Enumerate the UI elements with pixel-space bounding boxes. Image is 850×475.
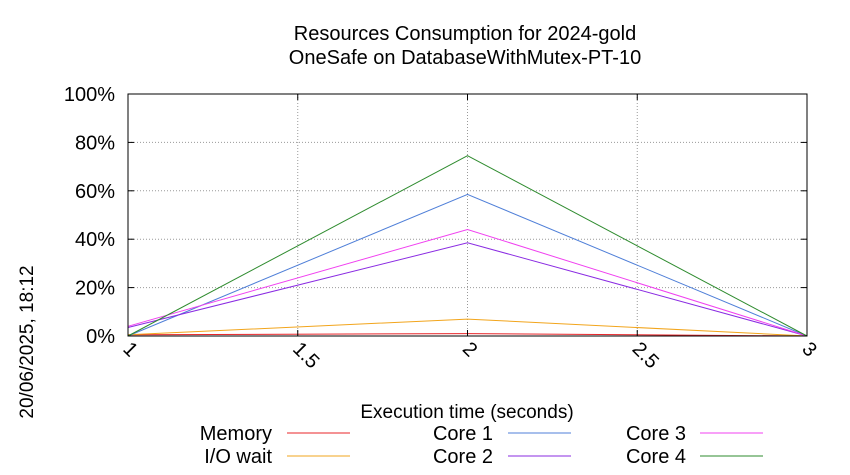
y-tick-label: 20% (75, 278, 115, 300)
x-tick-label: 2 (458, 338, 481, 361)
y-tick-label: 60% (75, 181, 115, 203)
timestamp-label: 20/06/2025, 18:12 (17, 265, 38, 418)
x-axis-label: Execution time (seconds) (360, 402, 573, 423)
series-line-core-3 (127, 228, 808, 337)
y-tick-label: 100% (64, 84, 115, 106)
y-axis: 0% 20% 40% 60% 80% 100% (64, 84, 807, 348)
series-line-core-2 (127, 242, 808, 337)
series-lines (127, 155, 808, 337)
x-tick-label: 1.5 (288, 338, 323, 373)
series-line-core-4 (127, 155, 808, 337)
chart-title-line-2: OneSafe on DatabaseWithMutex-PT-10 (289, 47, 641, 69)
grid (128, 94, 807, 336)
chart-title: Resources Consumption for 2024-gold OneS… (289, 23, 641, 69)
x-tick-label: 3 (797, 338, 820, 361)
y-tick-label: 0% (86, 326, 115, 348)
legend-label: Memory (200, 423, 272, 445)
legend-label: I/O wait (204, 446, 272, 468)
legend-label: Core 1 (433, 423, 493, 445)
x-tick-label: 2.5 (628, 338, 663, 373)
y-tick-label: 80% (75, 132, 115, 154)
series-line-core-1 (127, 193, 808, 337)
series-line-i-o-wait (127, 318, 808, 337)
legend-label: Core 4 (626, 446, 686, 468)
legend-label: Core 3 (626, 423, 686, 445)
chart-title-line-1: Resources Consumption for 2024-gold (294, 23, 636, 45)
x-tick-label: 1 (118, 338, 141, 361)
y-tick-label: 40% (75, 229, 115, 251)
legend-label: Core 2 (433, 446, 493, 468)
